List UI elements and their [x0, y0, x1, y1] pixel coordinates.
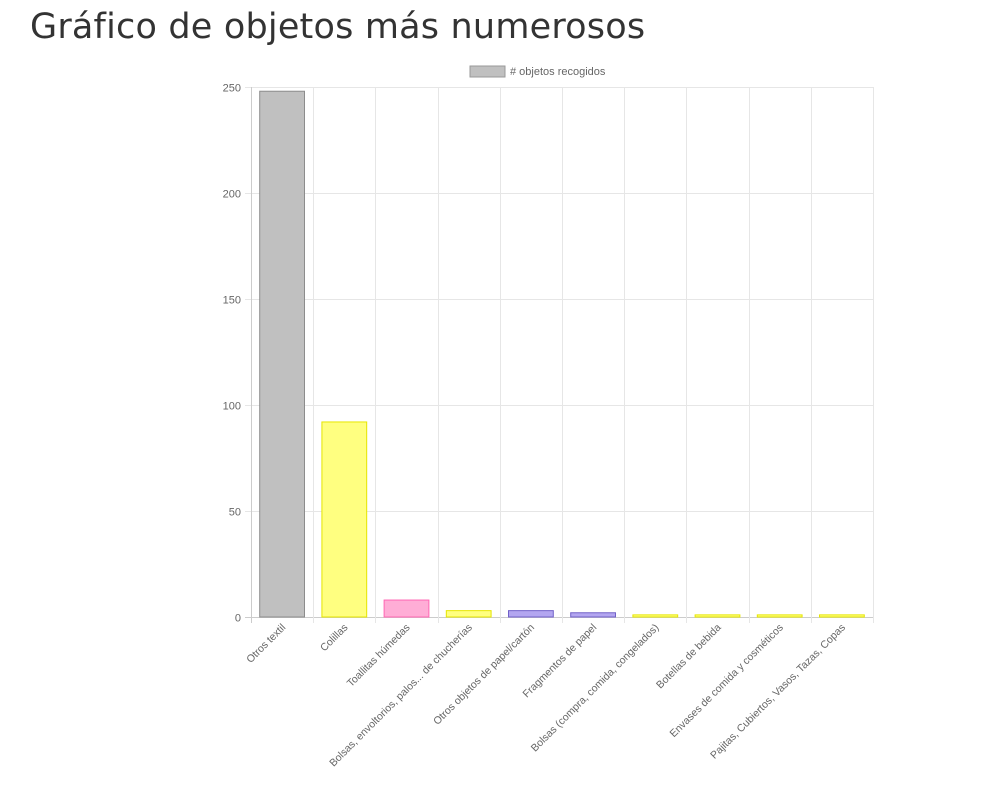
bar[interactable]: [632, 614, 679, 618]
chart-bars: [259, 90, 865, 618]
bar[interactable]: [508, 610, 554, 618]
y-tick-label: 200: [223, 189, 241, 201]
x-tick-label: Botellas de bebida: [654, 622, 724, 692]
bar[interactable]: [756, 614, 803, 618]
x-tick-label: Bolsas (compra, comida, congelados): [529, 622, 662, 755]
x-tick-label: Envases de comida y cosméticos: [668, 622, 786, 740]
y-tick-label: 250: [223, 83, 241, 95]
x-tick-label: Otros textil: [244, 622, 288, 666]
chart-legend[interactable]: # objetos recogidos: [469, 65, 606, 78]
page-title: Gráfico de objetos más numerosos: [30, 7, 646, 47]
x-tick-label: Colillas: [318, 622, 350, 654]
x-tick-label: Pajitas, Cubiertos, Vasos, Tazas, Copas: [708, 622, 848, 762]
x-tick-label: Otros objetos de papel/cartón: [431, 622, 537, 728]
y-axis-ticks: 0 50 100 150 200 250: [223, 83, 241, 625]
bar[interactable]: [321, 421, 368, 618]
y-tick-label: 100: [223, 401, 241, 413]
bar[interactable]: [383, 599, 430, 618]
bar[interactable]: [570, 612, 616, 618]
y-tick-label: 150: [223, 295, 241, 307]
y-tick-label: 0: [235, 613, 241, 625]
bar[interactable]: [819, 614, 865, 618]
chart-grid: [245, 87, 874, 623]
bar[interactable]: [694, 614, 741, 618]
bar[interactable]: [445, 610, 492, 618]
legend-swatch[interactable]: [469, 65, 506, 78]
x-tick-label: Bolsas, envoltorios, palos... de chucher…: [327, 622, 475, 770]
legend-label[interactable]: # objetos recogidos: [510, 66, 606, 78]
x-tick-label: Toallitas húmedas: [345, 622, 413, 690]
bar[interactable]: [259, 90, 305, 618]
y-tick-label: 50: [229, 507, 241, 519]
